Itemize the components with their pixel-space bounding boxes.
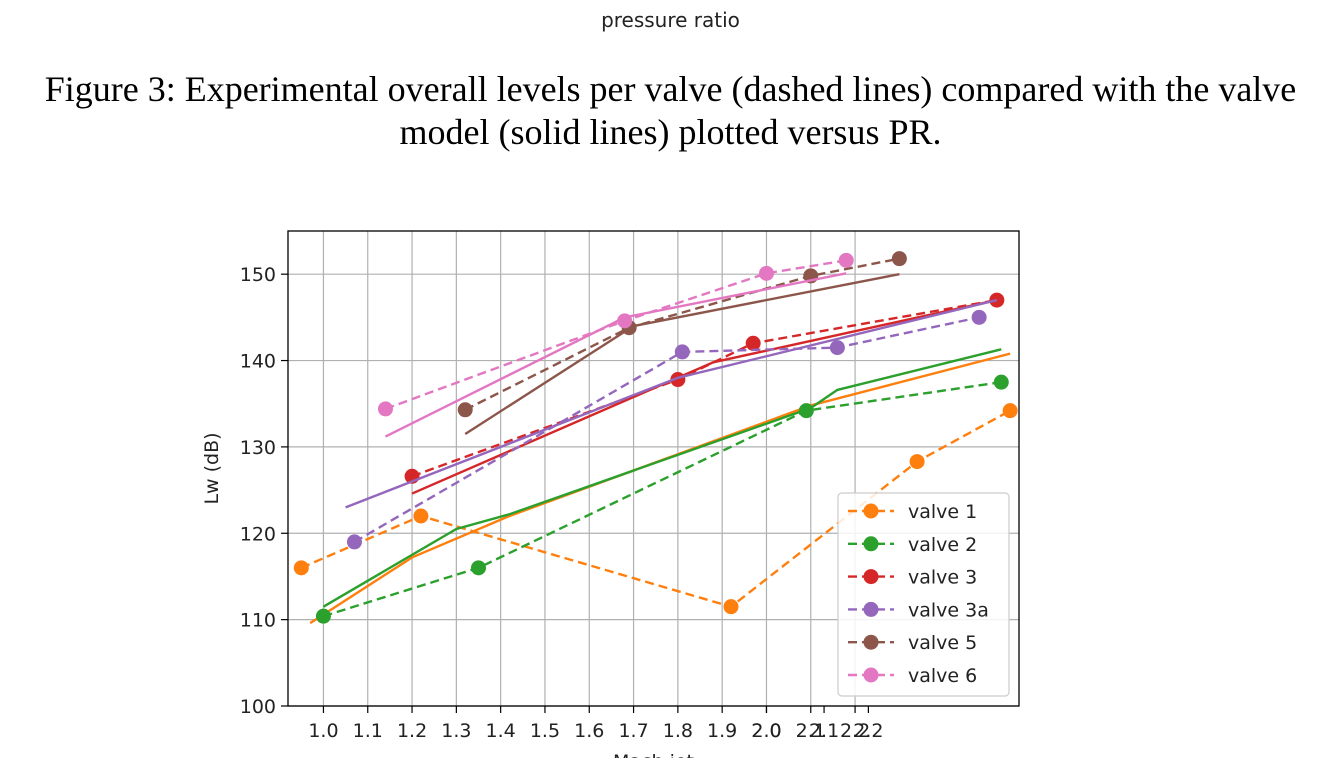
- legend-label: valve 5: [908, 632, 977, 654]
- model-line-valve-3a: [345, 298, 998, 509]
- data-point-valve-3a: [971, 309, 987, 325]
- data-point-valve-3a: [346, 534, 362, 550]
- x-tick-label: 1.8: [663, 720, 693, 742]
- x-tick-label: 1.1: [353, 720, 383, 742]
- legend-label: valve 1: [908, 501, 977, 523]
- x-tick-label-overlay: 2.2: [853, 720, 883, 742]
- top-label: pressure ratio: [601, 8, 740, 32]
- x-tick-label: 1.4: [486, 720, 516, 742]
- figure-caption: Figure 3: Experimental overall levels pe…: [0, 68, 1341, 154]
- x-tick-label-overlay: 2.0: [751, 720, 781, 742]
- caption-line-2: model (solid lines) plotted versus PR.: [399, 112, 942, 152]
- data-point-valve-1: [413, 508, 429, 524]
- y-tick-label: 150: [240, 264, 276, 286]
- legend-label: valve 3a: [908, 599, 989, 621]
- x-tick-label: 1.6: [574, 720, 604, 742]
- data-point-valve-1: [723, 599, 739, 615]
- x-axis-label: Mach jet: [613, 751, 694, 758]
- x-tick-label: 1.2: [397, 720, 427, 742]
- experimental-line-valve-2: [323, 380, 1002, 618]
- data-point-valve-1: [1002, 403, 1018, 419]
- caption-line-1: Figure 3: Experimental overall levels pe…: [44, 69, 1297, 109]
- legend-marker: [863, 601, 879, 617]
- legend-marker: [863, 569, 879, 585]
- legend-marker: [863, 536, 879, 552]
- data-point-valve-6: [838, 252, 854, 268]
- x-tick-label: 2.1: [796, 720, 826, 742]
- data-point-valve-2: [471, 560, 487, 576]
- data-point-valve-6: [617, 313, 633, 329]
- data-point-valve-2: [798, 403, 814, 419]
- y-axis-label: Lw (dB): [201, 432, 223, 504]
- legend-marker: [863, 667, 879, 683]
- data-point-valve-2: [993, 374, 1009, 390]
- data-point-valve-6: [758, 265, 774, 281]
- data-point-valve-3a: [829, 340, 845, 356]
- y-tick-label: 120: [240, 523, 276, 545]
- x-tick-label: 2.0: [751, 720, 781, 742]
- x-tick-label: 2.2: [840, 720, 870, 742]
- y-tick-label: 140: [240, 351, 276, 373]
- plot-frame: [287, 230, 1020, 707]
- data-point-valve-2: [315, 608, 331, 624]
- y-tick-label: 110: [240, 610, 276, 632]
- data-point-valve-3a: [674, 344, 690, 360]
- data-point-valve-6: [377, 401, 393, 417]
- experimental-line-valve-6: [385, 259, 847, 411]
- model-line-valve-2: [322, 348, 1002, 608]
- x-tick-label: 1.7: [618, 720, 648, 742]
- experimental-line-valve-5: [464, 257, 900, 411]
- legend-marker: [863, 503, 879, 519]
- x-tick-label: 1.3: [441, 720, 471, 742]
- legend-label: valve 6: [908, 665, 977, 687]
- x-tick-label: 1.0: [308, 720, 338, 742]
- y-tick-label: 100: [240, 696, 276, 718]
- x-tick-label: 1.9: [707, 720, 737, 742]
- model-line-valve-3: [411, 298, 998, 495]
- data-point-valve-3: [745, 335, 761, 351]
- data-point-valve-5: [457, 402, 473, 418]
- legend-label: valve 2: [908, 534, 977, 556]
- x-tick-label: 1.5: [530, 720, 560, 742]
- legend-marker: [863, 634, 879, 650]
- experimental-line-valve-3a: [353, 316, 980, 543]
- data-point-valve-1: [909, 454, 925, 470]
- data-point-valve-1: [293, 560, 309, 576]
- experimental-line-valve-3: [411, 298, 998, 478]
- model-line-valve-1: [309, 352, 1011, 625]
- data-point-valve-5: [891, 251, 907, 267]
- legend-label: valve 3: [908, 567, 977, 589]
- y-tick-label: 130: [240, 437, 276, 459]
- x-tick-label-overlay: 2.1: [809, 720, 839, 742]
